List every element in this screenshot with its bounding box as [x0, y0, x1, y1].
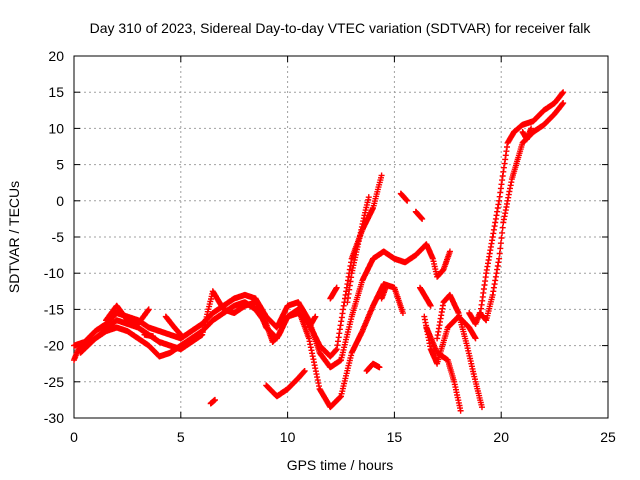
series-markers — [71, 241, 453, 371]
data-series-21 — [476, 89, 567, 320]
y-tick-label: 10 — [48, 120, 64, 136]
series-markers — [412, 208, 426, 222]
series-markers — [397, 190, 411, 204]
y-tick-label: -20 — [44, 338, 64, 354]
data-series-7 — [207, 396, 218, 407]
data-series — [71, 89, 567, 414]
x-axis-label: GPS time / hours — [287, 457, 394, 473]
y-tick-label: -30 — [44, 410, 64, 426]
series-markers — [263, 367, 308, 400]
axis-ticks — [73, 55, 609, 419]
series-markers — [327, 284, 340, 302]
data-series-15 — [412, 208, 426, 222]
y-tick-label: 0 — [56, 193, 64, 209]
data-series-8 — [263, 367, 308, 400]
series-markers — [306, 313, 319, 331]
series-markers — [476, 89, 567, 320]
series-markers — [417, 284, 434, 309]
data-series-11 — [344, 194, 372, 306]
y-tick-label: -25 — [44, 374, 64, 390]
data-series-1 — [71, 172, 385, 364]
data-series-12 — [363, 360, 383, 374]
series-markers — [434, 291, 485, 411]
y-tick-label: 5 — [56, 157, 64, 173]
series-markers — [423, 324, 464, 414]
data-series-5 — [141, 331, 157, 340]
data-series-19 — [434, 291, 485, 411]
x-tick-label: 20 — [493, 429, 509, 445]
y-tick-label: -5 — [52, 229, 65, 245]
grid-lines — [74, 56, 608, 418]
y-tick-labels: -30 -25 -20 -15 -10 -5 0 5 10 15 20 — [44, 48, 64, 426]
series-markers — [103, 302, 152, 327]
data-series-16 — [417, 284, 434, 309]
data-series-13 — [378, 284, 389, 302]
data-series-6 — [162, 313, 184, 338]
data-series-18 — [423, 324, 464, 414]
data-series-10 — [327, 284, 340, 302]
chart-title: Day 310 of 2023, Sidereal Day-to-day VTE… — [90, 20, 592, 36]
x-tick-label: 5 — [177, 429, 185, 445]
y-tick-label: -15 — [44, 301, 64, 317]
y-tick-label: 20 — [48, 48, 64, 64]
series-markers — [141, 331, 157, 340]
x-tick-label: 25 — [600, 429, 616, 445]
data-series-22 — [519, 125, 535, 143]
series-markers — [378, 284, 389, 302]
data-series-9 — [306, 313, 319, 331]
x-tick-label: 10 — [280, 429, 296, 445]
y-tick-label: 15 — [48, 84, 64, 100]
data-series-2 — [71, 241, 453, 371]
series-markers — [519, 125, 535, 143]
y-tick-label: -10 — [44, 265, 64, 281]
data-series-4 — [103, 302, 152, 327]
series-markers — [344, 194, 372, 306]
data-series-14 — [397, 190, 411, 204]
x-tick-label: 15 — [387, 429, 403, 445]
x-tick-label: 0 — [70, 429, 78, 445]
series-markers — [207, 396, 218, 407]
y-axis-label: SDTVAR / TECUs — [6, 181, 22, 293]
series-markers — [162, 313, 184, 338]
x-tick-labels: 0 5 10 15 20 25 — [70, 429, 616, 445]
series-markers — [71, 172, 385, 364]
series-markers — [363, 360, 383, 374]
